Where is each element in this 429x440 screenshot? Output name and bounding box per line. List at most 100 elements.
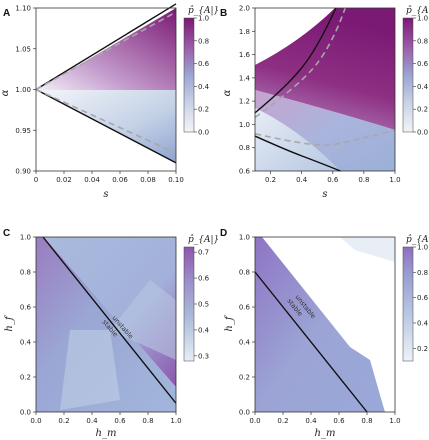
- panel-a-colorbar: [183, 17, 195, 133]
- panel-b: B 0.2 0.4 0.6 0.8 1.0 0.6 0.8 1.0 1.2 1.4 1.6 1.8 2…: [220, 5, 429, 201]
- solid-boundary-line: [254, 7, 337, 114]
- panel-b-x-ticks: 0.2 0.4 0.6 0.8 1.0: [265, 171, 401, 184]
- panel-d-colorbar-title: p̂_{A|}: [406, 234, 429, 245]
- panel-a-boundaries: [35, 3, 177, 164]
- panel-c-right-region: [44, 237, 176, 387]
- solid-boundary-line: [35, 3, 177, 91]
- colorbar-tick-label: 0.2: [417, 345, 428, 353]
- y-tick-label: 1.00: [15, 86, 31, 94]
- panel-c-pale-patch-2: [60, 330, 120, 410]
- panel-d: D unstable stable 0.0 0.2 0.4 0.6 0.8 1.0 0.0…: [220, 228, 429, 439]
- panel-d-frame: [254, 236, 396, 413]
- y-tick-label: 0.4: [20, 339, 32, 347]
- panel-b-y-ticks: 0.6 0.8 1.0 1.2 1.4 1.6 1.8 2.0: [239, 5, 255, 176]
- solid-boundary-line: [254, 271, 368, 413]
- colorbar-tick-label: 0.8: [417, 269, 428, 277]
- x-tick-label: 1.0: [389, 176, 400, 184]
- colorbar-tick-label: 0.8: [198, 37, 209, 45]
- dashed-boundary-line: [35, 88, 177, 154]
- panel-letter-b: B: [220, 8, 227, 19]
- y-tick-label: 1.8: [239, 28, 250, 36]
- y-tick-label: 1.4: [239, 74, 251, 82]
- y-tick-label: 1.0: [20, 234, 31, 242]
- colorbar-tick-label: 0.6: [198, 60, 210, 68]
- panel-a-y-ticks: 0.90 0.95 1.00 1.05 1.10: [15, 5, 36, 176]
- panel-a-colorbar-ticks: 0.0 0.2 0.4 0.6 0.8 1.0: [194, 15, 210, 137]
- colorbar-tick-label: 0.6: [198, 275, 210, 283]
- y-tick-label: 0.6: [20, 304, 32, 312]
- panel-letter-d: D: [220, 228, 227, 239]
- panel-b-colorbar-ticks: 0.0 0.2 0.4 0.6 0.8 1.0: [413, 15, 429, 137]
- panel-b-xlabel: s: [322, 189, 327, 200]
- panel-c-boundaries: [42, 236, 177, 404]
- solid-boundary-line: [254, 135, 341, 172]
- colorbar-tick-label: 0.4: [417, 83, 429, 91]
- colorbar-tick-label: 0.3: [198, 352, 209, 360]
- x-tick-label: 0.02: [56, 176, 72, 184]
- panel-c-xlabel: h_m: [96, 428, 117, 439]
- colorbar-tick-label: 0.0: [198, 129, 209, 137]
- panel-c-ylabel: h_f: [4, 314, 15, 331]
- y-tick-label: 0.0: [239, 409, 250, 417]
- x-tick-label: 1.0: [170, 417, 181, 425]
- colorbar-tick-label: 1.0: [417, 15, 428, 23]
- y-tick-label: 0.6: [239, 168, 251, 176]
- panel-b-colorbar-title: p̂_{A|}: [406, 5, 429, 16]
- panel-d-filled-region: [255, 237, 385, 412]
- x-tick-label: 1.0: [389, 417, 400, 425]
- panel-c-x-ticks: 0.0 0.2 0.4 0.6 0.8 1.0: [30, 412, 182, 425]
- y-tick-label: 0.8: [239, 144, 250, 152]
- colorbar-tick-label: 0.2: [417, 106, 428, 114]
- panel-d-xlabel: h_m: [315, 428, 336, 439]
- panel-b-upper-region: [255, 8, 395, 130]
- x-tick-label: 0.08: [140, 176, 156, 184]
- colorbar-tick-label: 0.6: [417, 294, 429, 302]
- x-tick-label: 0.6: [327, 176, 339, 184]
- panel-a-ylabel: α: [0, 89, 11, 96]
- panel-d-x-ticks: 0.0 0.2 0.4 0.6 0.8 1.0: [249, 412, 401, 425]
- y-tick-label: 2.0: [239, 5, 250, 13]
- colorbar-tick-label: 0.4: [417, 320, 429, 328]
- y-tick-label: 0.6: [239, 304, 251, 312]
- panel-c-colorbar: [183, 246, 195, 362]
- panel-c-colorbar-ticks: 0.3 0.4 0.5 0.6 0.7: [194, 249, 210, 360]
- x-tick-label: 0.4: [86, 417, 98, 425]
- panel-d-y-ticks: 0.0 0.2 0.4 0.6 0.8 1.0: [239, 234, 255, 417]
- colorbar-tick-label: 1.0: [198, 15, 209, 23]
- panel-a-colorbar-title: p̂_{A|}: [188, 5, 219, 16]
- x-tick-label: 0.06: [112, 176, 128, 184]
- solid-boundary-line: [42, 236, 177, 404]
- panel-d-corner-patch: [340, 237, 395, 262]
- y-tick-label: 1.0: [239, 234, 250, 242]
- panel-b-boundaries: [254, 7, 396, 172]
- x-tick-label: 0: [34, 176, 38, 184]
- x-tick-label: 0.2: [277, 417, 288, 425]
- x-tick-label: 0.4: [305, 417, 317, 425]
- solid-boundary-line: [35, 88, 177, 164]
- x-tick-label: 0.6: [114, 417, 126, 425]
- y-tick-label: 1.6: [239, 51, 251, 59]
- y-tick-label: 0.4: [239, 339, 251, 347]
- colorbar-tick-label: 0.6: [417, 60, 429, 68]
- y-tick-label: 0.95: [15, 127, 31, 135]
- colorbar-tick-label: 0.2: [198, 106, 209, 114]
- panel-b-ylabel: α: [222, 89, 233, 96]
- panel-c-pale-patch: [110, 280, 176, 360]
- x-tick-label: 0.2: [265, 176, 276, 184]
- panel-b-colorbar: [402, 17, 414, 133]
- x-tick-label: 0.8: [358, 176, 369, 184]
- panel-a-x-ticks: 0 0.02 0.04 0.06 0.08 0.10: [34, 171, 184, 184]
- x-tick-label: 0.04: [84, 176, 100, 184]
- x-tick-label: 0.2: [58, 417, 69, 425]
- y-tick-label: 1.10: [15, 5, 31, 13]
- panel-d-boundaries: [254, 271, 368, 413]
- colorbar-tick-label: 0.5: [198, 301, 209, 309]
- x-tick-label: 0.0: [30, 417, 41, 425]
- panel-letter-c: C: [3, 228, 10, 239]
- panel-c: C unstable stable 0.0 0.2 0.4 0.6 0.8 1.0 0.0…: [3, 228, 219, 439]
- panel-a: A 0 0.02 0.04 0.06 0.08 0.10 0.90 0.95 1.00 1.05…: [0, 3, 219, 200]
- colorbar-tick-label: 0.4: [198, 326, 210, 334]
- panel-c-colorbar-title: p̂_{A|}: [188, 234, 219, 245]
- dashed-boundary-line: [35, 11, 177, 91]
